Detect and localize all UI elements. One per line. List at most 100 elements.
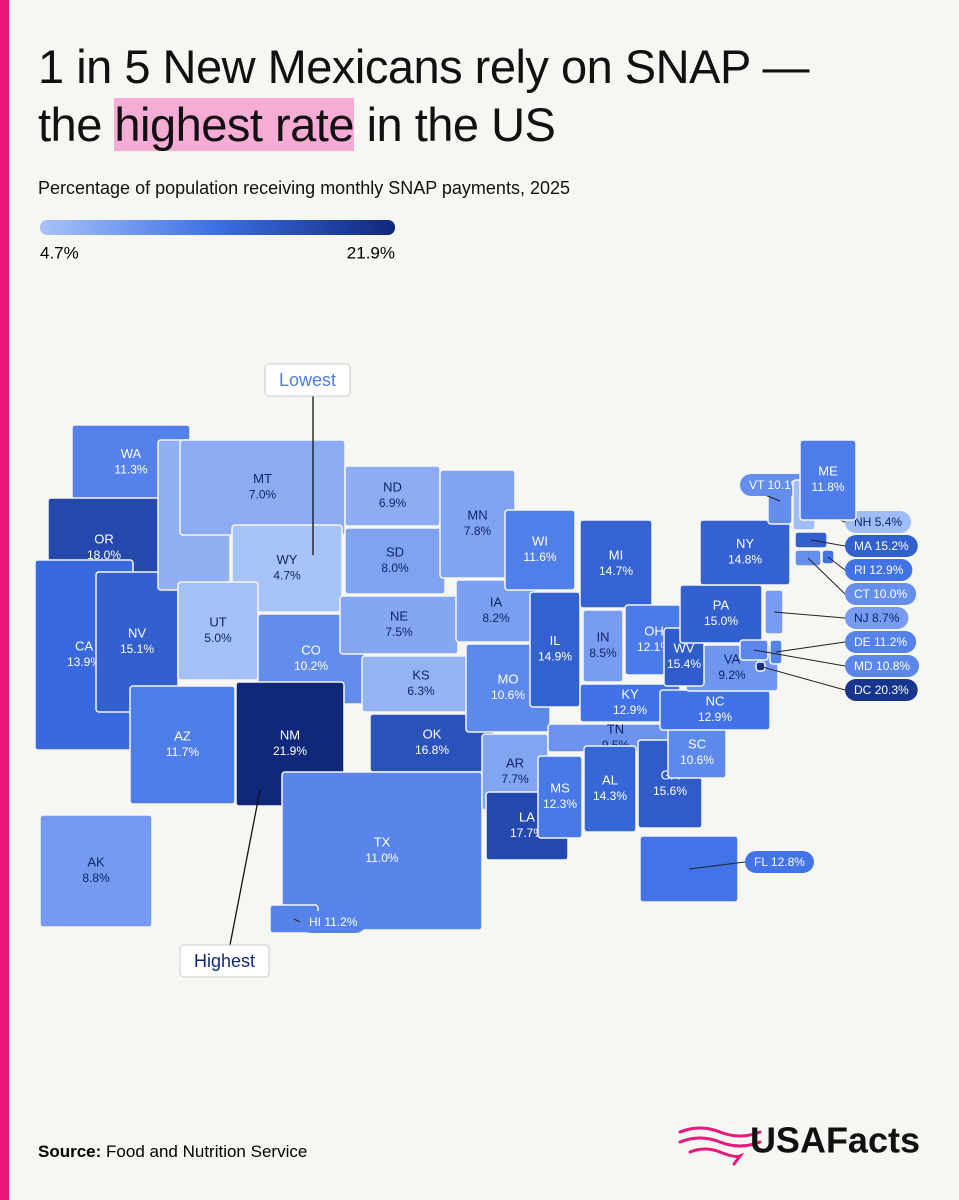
state-code: KY xyxy=(621,686,639,701)
state-value-label: 16.8% xyxy=(415,743,449,757)
state-code: MT xyxy=(253,471,272,486)
title: 1 in 5 New Mexicans rely on SNAP — xyxy=(38,40,810,93)
state-code: IN xyxy=(597,629,610,644)
leader-line xyxy=(753,649,846,667)
state-value-label: 14.9% xyxy=(538,650,572,664)
title-highlight: highest rate xyxy=(114,98,355,151)
header: 1 in 5 New Mexicans rely on SNAP — the h… xyxy=(38,38,938,199)
state-value-label: 11.7% xyxy=(166,745,199,759)
subtitle: Percentage of population receiving month… xyxy=(38,178,570,198)
state-code: FL xyxy=(754,855,768,869)
state-code: NH xyxy=(854,515,871,529)
logo: USAFacts xyxy=(750,1120,920,1161)
annotation-label: Lowest xyxy=(279,370,336,390)
callout-pill xyxy=(845,607,909,629)
callout-pill xyxy=(845,679,918,701)
state-code: NV xyxy=(128,625,146,640)
state-code: ME xyxy=(818,463,838,478)
state-value-label: 5.0% xyxy=(204,631,232,645)
callout-label: MD 10.8% xyxy=(854,659,910,673)
source-text: Food and Nutrition Service xyxy=(106,1142,307,1161)
state-code: TN xyxy=(607,721,624,736)
state xyxy=(231,524,343,613)
state-value-label: 12.9% xyxy=(698,710,732,724)
state-value-label: 7.5% xyxy=(385,625,413,639)
state-value-label: 13.9% xyxy=(67,655,101,669)
callout: FL 12.8% xyxy=(745,851,814,873)
state-value-label: 7.0% xyxy=(249,488,277,502)
callout-label: FL 12.8% xyxy=(754,855,805,869)
state-value-label: 11.0% xyxy=(365,851,398,865)
callout: MD 10.8% xyxy=(845,655,920,677)
state-value-label: 15.0% xyxy=(704,614,738,628)
annotation-line xyxy=(229,789,261,946)
title-part: in the US xyxy=(354,98,556,151)
state-code: NM xyxy=(280,727,300,742)
state-code: MS xyxy=(550,780,570,795)
state xyxy=(579,519,653,609)
state-code: CA xyxy=(75,638,93,653)
state xyxy=(699,519,791,586)
state-code: OR xyxy=(94,531,114,546)
leader-line xyxy=(775,641,846,653)
callout: DC 20.3% xyxy=(845,679,918,701)
state-value-label: 10.6% xyxy=(680,753,714,767)
callout: HI 11.2% xyxy=(300,911,367,933)
state-code: LA xyxy=(519,809,535,824)
leader-line xyxy=(810,539,846,547)
state-code: AK xyxy=(87,854,105,869)
legend-bar xyxy=(40,220,395,235)
state-code: NY xyxy=(736,536,754,551)
state-code: WY xyxy=(277,552,298,567)
state-value-label: 14.8% xyxy=(728,553,762,567)
state-value-label: 6.3% xyxy=(407,684,435,698)
state-value-label: 15.1% xyxy=(120,642,154,656)
callout: CT 10.0% xyxy=(845,583,917,605)
state-value-label: 11.2% xyxy=(324,915,357,929)
leader-line xyxy=(760,666,846,691)
callout: DE 11.2% xyxy=(845,631,917,653)
state xyxy=(583,745,637,833)
state-value-label: 11.2% xyxy=(874,635,907,649)
state-value-label: 10.0% xyxy=(873,587,907,601)
state-value-label: 11.3% xyxy=(114,463,147,477)
state-value-label: 15.2% xyxy=(875,539,909,553)
annotation-label: Highest xyxy=(194,951,255,971)
callout: NJ 8.7% xyxy=(845,607,909,629)
state-value-label: 4.7% xyxy=(273,569,301,583)
state-code: MO xyxy=(498,671,519,686)
state-value-label: 9.2% xyxy=(718,668,746,682)
state xyxy=(529,591,581,708)
callout-label: NJ 8.7% xyxy=(854,611,900,625)
state-value-label: 11.6% xyxy=(523,550,556,564)
state-code: OK xyxy=(423,726,442,741)
state-value-label: 18.0% xyxy=(87,548,121,562)
state-code: VT xyxy=(749,478,765,492)
state xyxy=(129,685,236,805)
callout-pill xyxy=(845,511,912,533)
state-code: NC xyxy=(706,693,725,708)
state-code: NJ xyxy=(854,611,869,625)
callout-label: MA 15.2% xyxy=(854,539,909,553)
state-code: CT xyxy=(854,587,871,601)
state-code: UT xyxy=(209,614,226,629)
state-code: SD xyxy=(386,544,404,559)
leader-line xyxy=(827,556,846,571)
callout: RI 12.9% xyxy=(845,559,913,581)
state-value-label: 6.9% xyxy=(379,496,407,510)
leader-line xyxy=(773,611,846,619)
state-value-label: 8.0% xyxy=(381,561,409,575)
state-value-label: 20.3% xyxy=(875,683,909,697)
state-value-label: 15.4% xyxy=(667,657,701,671)
state xyxy=(39,814,153,928)
state-code: RI xyxy=(854,563,866,577)
state-code: MD xyxy=(854,659,873,673)
annotation-box xyxy=(264,363,351,397)
state-value-label: 12.9% xyxy=(869,563,903,577)
state-value-label: 17.7% xyxy=(510,826,544,840)
callout: NH 5.4% xyxy=(845,511,912,533)
state-code: DC xyxy=(854,683,872,697)
state-value-label: 10.6% xyxy=(491,688,525,702)
state-value-label: 8.8% xyxy=(82,871,110,885)
